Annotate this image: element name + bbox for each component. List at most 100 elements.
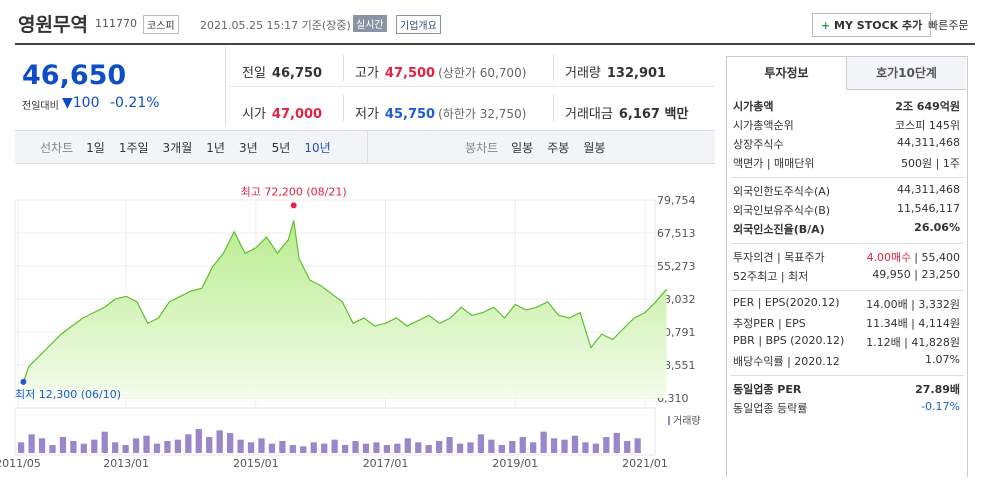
- mystock-button[interactable]: + MY STOCK 추가: [812, 13, 932, 37]
- change-rate: -0.21%: [110, 95, 160, 111]
- divider: [731, 375, 964, 376]
- change: ▼100: [62, 95, 100, 111]
- volume-bar: [38, 438, 46, 453]
- summary-note: (하한가 32,750): [438, 107, 527, 121]
- info-row: 액면가 | 매매단위 500원 | 1주: [733, 155, 960, 174]
- info-label: 배당수익률 | 2020.12: [733, 355, 840, 368]
- panel-tab[interactable]: 투자정보: [727, 57, 846, 89]
- info-value: 49,950 | 23,250: [869, 268, 960, 281]
- info-label: PBR | BPS (2020.12): [733, 334, 845, 347]
- summary-cell: 저가 45,750 (하한가 32,750): [355, 103, 526, 122]
- info-value-part: | 55,400: [914, 251, 960, 264]
- volume-bar: [59, 437, 67, 453]
- price-line: [22, 220, 668, 383]
- info-row: 외국인한도주식수(A) 44,311,468: [733, 183, 960, 202]
- info-value-part: 14.00배 | 3,332원: [866, 298, 960, 311]
- tab[interactable]: 일봉: [511, 141, 534, 155]
- info-value-part: 코스피 145위: [895, 119, 960, 132]
- volume-bar: [49, 445, 56, 453]
- tab[interactable]: 3년: [238, 141, 258, 155]
- summary-cell: 전일 46,750: [242, 62, 322, 81]
- volume-bar: [425, 445, 432, 453]
- volume-bar: [28, 434, 35, 453]
- tab[interactable]: 주봉: [547, 141, 570, 155]
- info-value-part: 4.00매수: [866, 251, 912, 264]
- volume-bar: [498, 445, 505, 453]
- tab[interactable]: 1일: [86, 141, 105, 155]
- summary-label: 저가: [355, 107, 379, 122]
- volume-bar: [70, 441, 77, 453]
- volume-bar: [132, 438, 140, 453]
- info-value: 2조 649억원: [892, 98, 960, 114]
- volume-bar: [174, 439, 182, 453]
- info-value-part: 11.34배 | 4,114원: [866, 317, 960, 330]
- y-tick-label: 55,273: [657, 260, 696, 273]
- summary-note: (상한가 60,700): [438, 66, 527, 80]
- info-value: 11,546,117: [894, 202, 960, 215]
- volume-bar: [247, 442, 255, 453]
- info-label: PER | EPS(2020.12): [733, 296, 840, 309]
- volume-bar: [624, 441, 631, 453]
- info-label: 시가총액: [733, 100, 774, 113]
- volume-bar: [300, 446, 307, 453]
- divider: [15, 43, 975, 45]
- company-button[interactable]: 기업개요: [396, 15, 441, 34]
- info-value: -0.17%: [918, 400, 960, 413]
- info-label: 외국인한도주식수(A): [733, 185, 831, 198]
- x-tick-label: 2013/01: [103, 457, 149, 470]
- volume-bar: [216, 430, 223, 453]
- volume-bar: [195, 429, 202, 453]
- info-row: 동일업종 PER 27.89배: [733, 381, 960, 400]
- info-row: PER | EPS(2020.12) 14.00배 | 3,332원: [733, 296, 960, 315]
- volume-bar: [153, 443, 161, 453]
- divider: [228, 86, 715, 87]
- tab[interactable]: 1년: [206, 141, 225, 155]
- tab-label: 봉차트: [465, 141, 499, 155]
- stock-code: 111770: [95, 17, 137, 30]
- volume-bar: [18, 442, 25, 453]
- change-label: 전일대비: [22, 101, 59, 112]
- divider: [731, 243, 964, 244]
- volume-bar: [112, 442, 119, 453]
- volume-bar: [321, 443, 328, 453]
- tab[interactable]: 1주일: [118, 141, 149, 155]
- summary-label: 고가: [355, 66, 379, 81]
- volume-bar: [310, 442, 317, 453]
- info-label: 액면가 | 매매단위: [733, 157, 815, 170]
- time: 2021.05.25 15:17 기준(장중): [200, 19, 351, 32]
- info-label: 투자의견 | 목표주가: [733, 251, 825, 264]
- tab[interactable]: 5년: [271, 141, 291, 155]
- summary-value: 132,901: [606, 66, 667, 81]
- high-label: 최고 72,200 (08/21): [241, 185, 347, 198]
- x-tick-label: 2021/01: [622, 457, 668, 470]
- summary-cell: 거래량 132,901: [565, 62, 666, 81]
- info-value: 500원 | 1주: [898, 155, 960, 171]
- market-badge: 코스피: [143, 15, 179, 34]
- tab[interactable]: 월봉: [583, 141, 606, 155]
- line-tabs: 선차트 1일 1주일 3개월 1년 3년 5년 10년: [40, 139, 338, 156]
- volume-bar: [488, 439, 495, 453]
- panel-tab[interactable]: 호가10단계: [846, 57, 966, 90]
- tab[interactable]: 3개월: [162, 141, 193, 155]
- divider: [343, 95, 344, 121]
- quick-order[interactable]: 빠른주문: [928, 19, 969, 32]
- info-value: 코스피 145위: [892, 117, 960, 133]
- low-dot: [20, 378, 27, 385]
- y-tick-label: 43,032: [657, 293, 696, 306]
- info-value: 1.12배 | 41,828원: [863, 334, 960, 350]
- tab[interactable]: 10년: [304, 141, 331, 155]
- volume-bar: [289, 445, 296, 453]
- volume-bar: [206, 437, 213, 453]
- volume-bar: [404, 438, 411, 453]
- volume-bar: [436, 441, 443, 453]
- info-row: 시가총액 2조 649억원: [733, 98, 960, 117]
- volume-bar: [91, 439, 98, 453]
- realtime-badge[interactable]: 실시간: [353, 15, 387, 32]
- info-value: 27.89배: [912, 381, 960, 397]
- info-value: 44,311,468: [894, 136, 960, 149]
- summary-value: 6,167 백만: [618, 107, 689, 122]
- info-value: 26.06%: [911, 221, 960, 234]
- volume-bar: [227, 433, 234, 453]
- info-row: 외국인소진율(B/A) 26.06%: [733, 221, 960, 240]
- volume-bar: [613, 433, 620, 453]
